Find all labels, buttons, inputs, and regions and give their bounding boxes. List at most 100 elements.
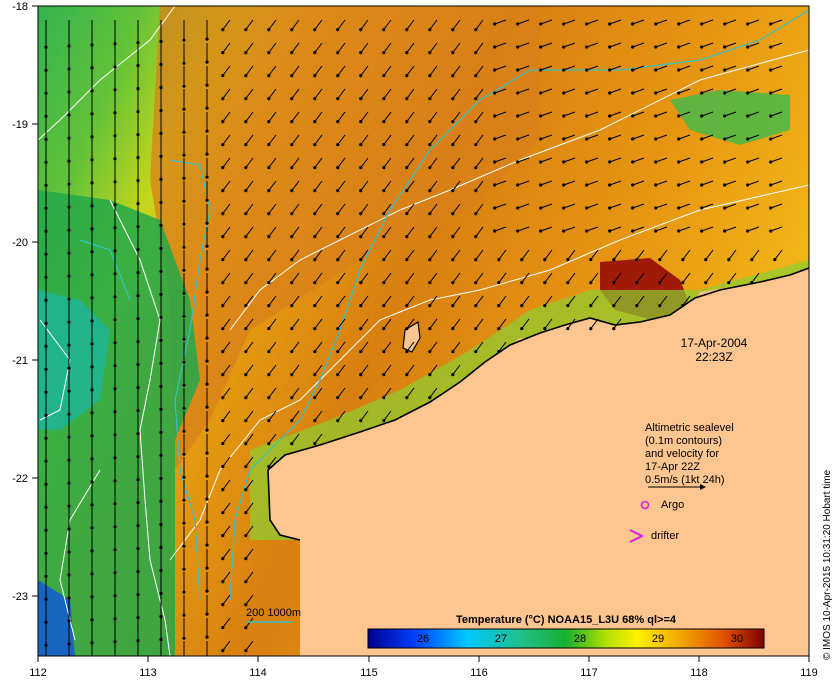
velocity-arrow [678,65,691,71]
velocity-arrow-head [290,327,294,331]
velocity-arrow-head [290,28,294,32]
velocity-arrow [701,180,714,186]
colorbar-tick: 29 [652,633,664,645]
velocity-arrow-head [405,74,409,78]
velocity-arrow-head [136,156,140,160]
velocity-arrow-head [205,129,209,133]
green-patch-ne [670,90,790,145]
velocity-arrow-head [585,160,589,164]
velocity-arrow-head [769,22,773,26]
velocity-arrow-head [769,160,773,164]
velocity-arrow [245,295,254,306]
velocity-arrow-head [769,45,773,49]
velocity-arrow [590,295,599,306]
velocity-arrow [655,88,668,94]
velocity-arrow [452,249,461,260]
velocity-arrow-head [221,327,225,331]
velocity-arrow-head [336,166,340,170]
velocity-arrow [245,410,254,421]
isobath-key: 200 1000m [246,607,301,623]
velocity-arrow [314,387,323,398]
velocity-arrow [245,387,254,398]
velocity-arrow-head [474,97,478,101]
velocity-arrow-head [382,258,386,262]
velocity-arrow [567,295,576,306]
velocity-arrow [475,88,484,99]
velocity-arrow [701,65,714,71]
velocity-arrow [540,203,553,209]
velocity-arrow [360,272,369,283]
velocity-arrow-head [159,131,163,135]
velocity-arrow [222,525,231,536]
velocity-arrow-head [244,534,248,538]
velocity-arrow-head [635,304,639,308]
velocity-arrow-head [428,373,432,377]
velocity-arrow-head [566,258,570,262]
velocity-arrow-head [136,386,140,390]
velocity-arrow [268,433,277,444]
velocity-arrow [406,226,415,237]
velocity-arrow-head [205,60,209,64]
velocity-arrow [452,157,461,168]
velocity-arrow-head [221,649,225,653]
velocity-arrow [314,341,323,352]
velocity-arrow-head [608,183,612,187]
velocity-arrow [609,180,622,186]
velocity-arrow-head [746,91,750,95]
velocity-arrow-head [612,327,616,331]
velocity-arrow-head [405,281,409,285]
velocity-arrow [406,19,415,30]
velocity-arrow-head [681,258,685,262]
velocity-arrow [291,203,300,214]
velocity-arrow [314,364,323,375]
velocity-arrow [291,387,300,398]
velocity-arrow-head [290,166,294,170]
velocity-arrow-head [336,258,340,262]
velocity-arrow-head [182,544,186,548]
velocity-arrow-head [585,229,589,233]
velocity-arrow [540,226,553,232]
velocity-arrow [586,42,599,48]
velocity-arrow [590,272,599,283]
velocity-arrow [222,341,231,352]
velocity-arrow-head [543,327,547,331]
velocity-arrow-head [723,229,727,233]
velocity-arrow [751,272,760,283]
velocity-arrow-head [336,212,340,216]
velocity-arrow [245,479,254,490]
velocity-arrow-head [136,294,140,298]
velocity-arrow-head [769,114,773,118]
velocity-arrow [222,180,231,191]
argo-marker [640,500,650,510]
velocity-arrow [563,226,576,232]
isobaths [79,9,809,601]
velocity-arrow-head [182,475,186,479]
velocity-arrow-head [654,183,658,187]
velocity-arrow-head [244,120,248,124]
velocity-arrow-head [290,442,294,446]
velocity-arrow [383,272,392,283]
velocity-arrow-head [474,258,478,262]
velocity-arrow-head [159,177,163,181]
velocity-arrow-head [654,68,658,72]
velocity-arrow [383,88,392,99]
velocity-arrow-head [635,281,639,285]
velocity-arrow [701,226,714,232]
velocity-arrow [609,19,622,25]
velocity-arrow [747,111,760,117]
velocity-arrow-head [290,258,294,262]
velocity-arrow-head [221,120,225,124]
velocity-arrow [609,65,622,71]
velocity-arrow-head [244,580,248,584]
velocity-arrow-head [566,304,570,308]
velocity-arrow-head [700,160,704,164]
velocity-arrow-head [612,281,616,285]
velocity-arrow [563,203,576,209]
velocity-arrow-head [221,603,225,607]
velocity-arrow [586,88,599,94]
velocity-arrow [222,249,231,260]
velocity-arrow [337,180,346,191]
velocity-arrow-head [474,51,478,55]
velocity-arrow [728,272,737,283]
